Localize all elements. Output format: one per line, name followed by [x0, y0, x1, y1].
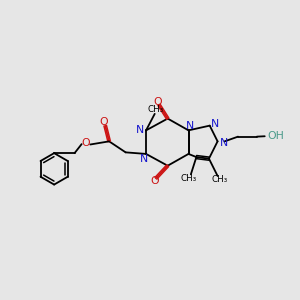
Text: N: N: [186, 121, 195, 130]
Text: O: O: [150, 176, 159, 186]
Text: N: N: [211, 119, 219, 129]
Text: N: N: [140, 154, 148, 164]
Text: O: O: [153, 97, 162, 107]
Text: N: N: [220, 138, 228, 148]
Text: O: O: [81, 138, 90, 148]
Text: O: O: [99, 118, 108, 128]
Text: OH: OH: [267, 131, 284, 141]
Text: CH₃: CH₃: [147, 105, 164, 114]
Text: N: N: [136, 125, 144, 135]
Text: CH₃: CH₃: [180, 174, 196, 183]
Text: CH₃: CH₃: [211, 176, 227, 184]
